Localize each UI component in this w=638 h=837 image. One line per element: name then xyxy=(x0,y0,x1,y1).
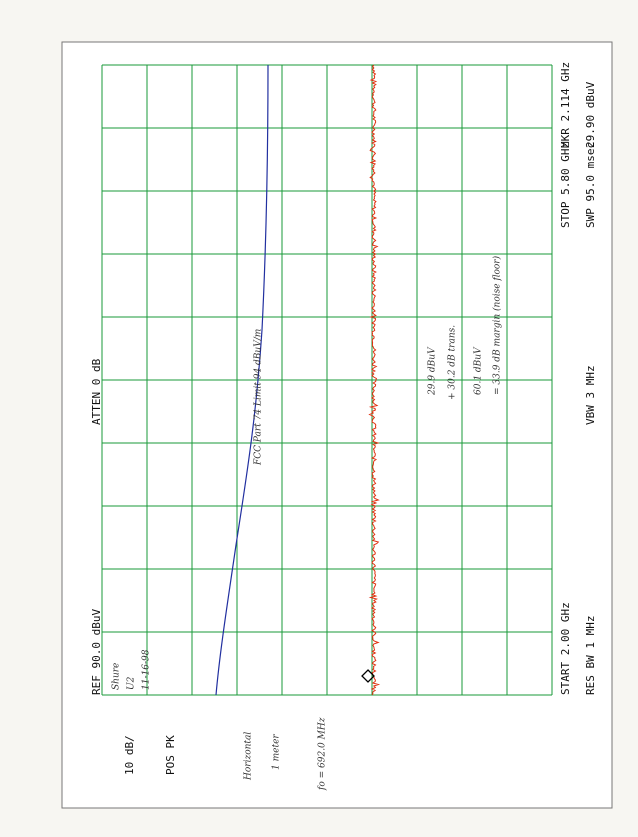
grid xyxy=(101,64,553,696)
handwritten-note: fo = 692.0 MHz xyxy=(318,717,328,791)
stop-frequency: STOP 5.80 GHz xyxy=(559,142,572,228)
marker-frequency: MKR 2.114 GHz xyxy=(559,62,572,148)
handwritten-note: U2 xyxy=(127,676,137,690)
resolution-bandwidth: RES BW 1 MHz xyxy=(584,616,597,695)
handwritten-note: Shure xyxy=(112,663,122,690)
frame xyxy=(61,41,613,809)
attenuation: ATTEN 0 dB xyxy=(90,358,103,425)
limit-line xyxy=(215,64,269,696)
handwritten-note: + 30.2 dB trans. xyxy=(448,325,458,400)
handwritten-note: 60.1 dBuV xyxy=(474,346,484,395)
marker xyxy=(361,669,375,683)
video-bandwidth: VBW 3 MHz xyxy=(584,365,597,425)
handwritten-note: Horizontal xyxy=(244,732,254,781)
handwritten-note: 1 meter xyxy=(272,734,282,770)
handwritten-note: 29.9 dBuV xyxy=(428,346,438,396)
marker-level: 29.90 dBuV xyxy=(584,81,597,148)
handwritten-note: 11-16-98 xyxy=(142,649,152,690)
limit-label: FCC Part 74 Limit 94 dBuV/m xyxy=(254,329,264,466)
start-frequency: START 2.00 GHz xyxy=(559,602,572,695)
detector: POS PK xyxy=(164,735,177,775)
ref-level: REF 90.0 dBuV xyxy=(90,609,103,695)
sweep-time: SWP 95.0 msec xyxy=(584,142,597,228)
handwritten-note: = 33.9 dB margin (noise floor) xyxy=(492,255,503,395)
noise-trace xyxy=(368,64,381,696)
scale: 10 dB/ xyxy=(123,735,136,775)
